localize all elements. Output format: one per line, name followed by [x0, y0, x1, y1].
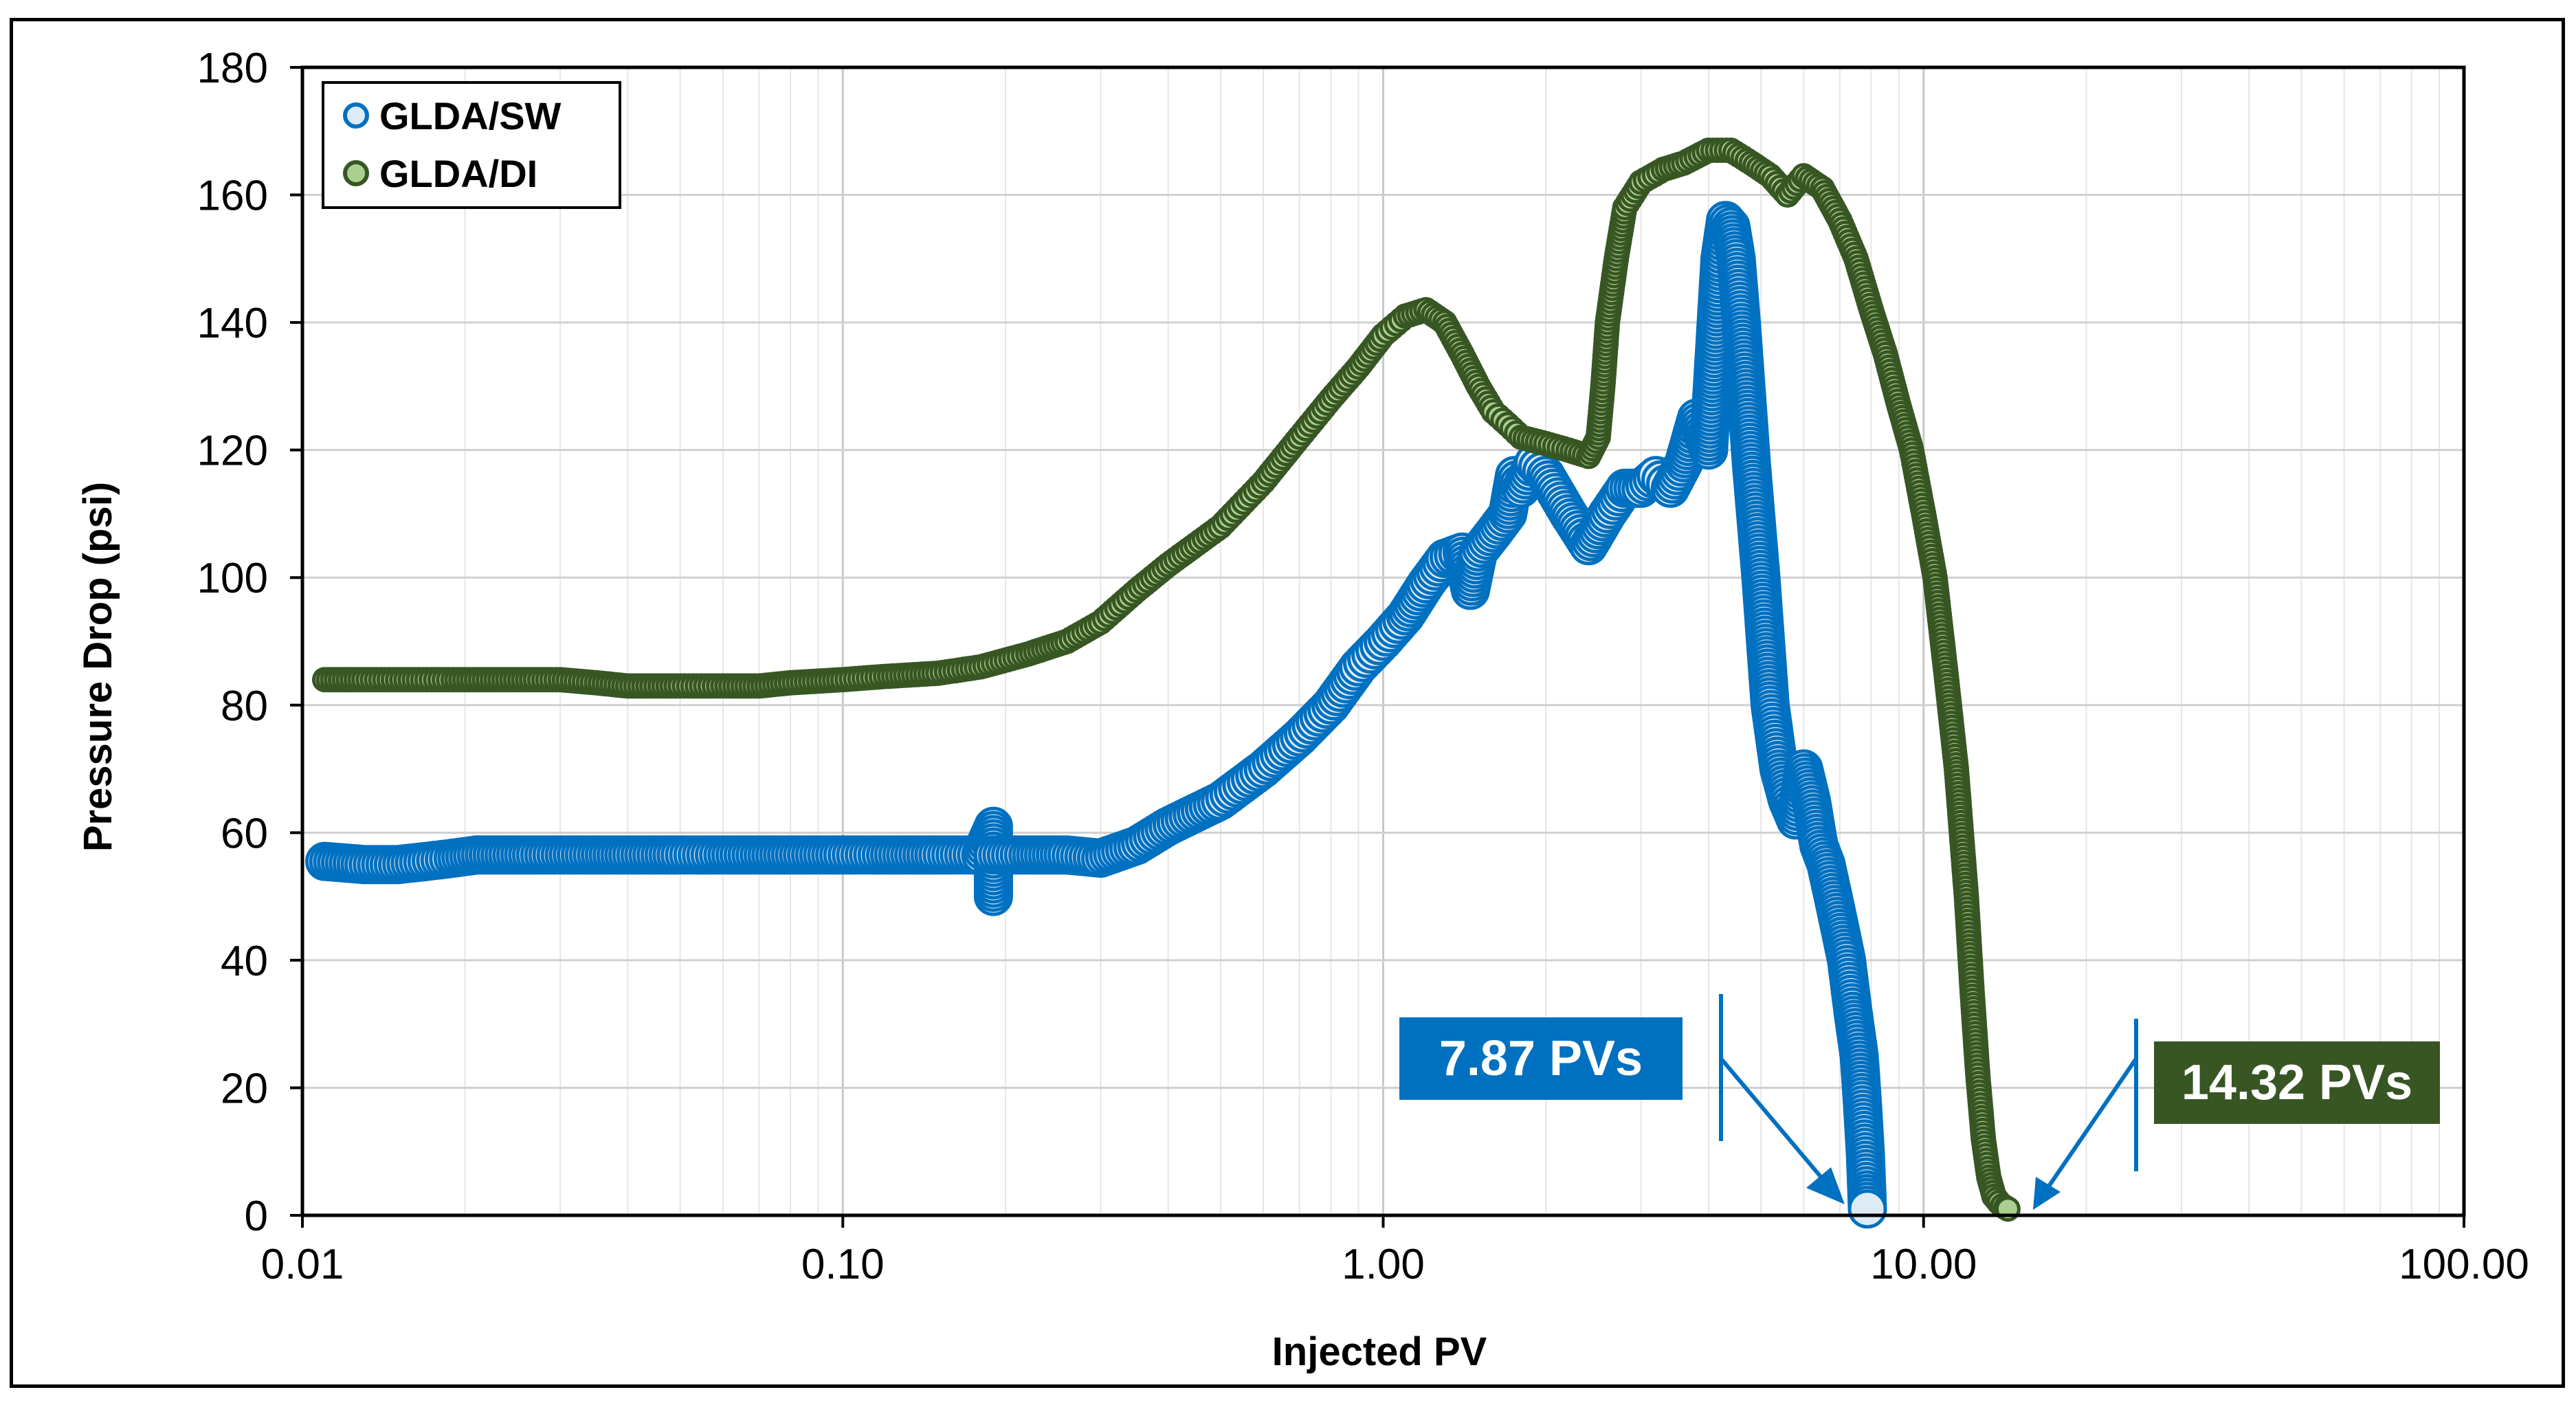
callout-glda-di: 14.32 PVs [2033, 1019, 2440, 1210]
y-tick-label: 180 [197, 45, 268, 92]
x-axis-title: Injected PV [1272, 1329, 1487, 1374]
x-tick-label: 100.00 [2399, 1241, 2529, 1288]
series-glda-sw [305, 201, 1887, 1229]
legend-label-glda-di: GLDA/DI [379, 152, 537, 195]
x-tick-label: 0.01 [261, 1241, 344, 1288]
y-tick-label: 100 [197, 555, 268, 602]
x-tick-label: 1.00 [1342, 1241, 1425, 1288]
callout-arrowhead-glda-di [2033, 1177, 2061, 1210]
data-point [1847, 1189, 1887, 1229]
series-glda-di [312, 137, 2021, 1222]
callout-label-glda-di: 14.32 PVs [2181, 1055, 2412, 1110]
y-axis-title: Pressure Drop (psi) [76, 482, 120, 852]
callout-label-glda-sw: 7.87 PVs [1439, 1031, 1643, 1086]
callout-box-glda-sw [1399, 1017, 1683, 1100]
series-layer [305, 137, 2021, 1229]
callout-arrowhead-glda-sw [1806, 1167, 1845, 1204]
callout-glda-sw: 7.87 PVs [1399, 994, 1845, 1204]
y-tick-label: 60 [221, 810, 268, 857]
y-tick-label: 0 [245, 1193, 268, 1240]
legend: GLDA/SW GLDA/DI [322, 81, 621, 209]
y-tick-label: 80 [221, 683, 268, 730]
legend-marker-glda-di [343, 160, 369, 186]
x-tick-label: 0.10 [801, 1241, 885, 1288]
x-tick-label: 10.00 [1870, 1241, 1977, 1288]
legend-marker-glda-sw [343, 102, 369, 129]
callout-arrow-glda-di [2045, 1057, 2138, 1191]
y-tick-label: 20 [221, 1065, 268, 1112]
legend-label-glda-sw: GLDA/SW [379, 94, 562, 137]
axes: 0.01 0.10 1.00 10.00 100.00 0 20 40 60 80 100 120 14… [197, 45, 2529, 1288]
callout-arrow-glda-sw [1719, 1057, 1828, 1184]
legend-box [322, 81, 621, 209]
y-tick-label: 160 [197, 173, 268, 220]
callout-box-glda-di [2154, 1041, 2440, 1124]
y-tick-label: 120 [197, 428, 268, 475]
y-tick-label: 40 [221, 938, 268, 985]
plot-border [300, 65, 2466, 1217]
y-tick-label: 140 [197, 300, 268, 347]
